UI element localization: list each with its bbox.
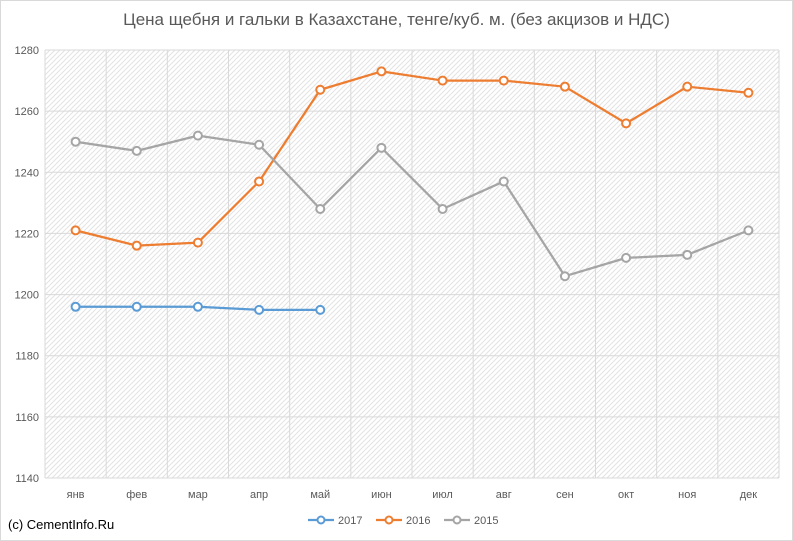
legend-label: 2017	[338, 515, 362, 527]
data-point	[376, 142, 387, 153]
y-tick-label: 1280	[15, 45, 39, 57]
series-line-2016	[75, 70, 749, 247]
data-point	[315, 304, 326, 315]
y-tick-label: 1240	[15, 167, 39, 179]
x-tick-label: ноя	[678, 489, 696, 501]
x-tick-label: фев	[126, 489, 147, 501]
legend-item-2016: 2016	[376, 515, 430, 527]
gridlines	[44, 49, 780, 479]
x-tick-label: авг	[496, 489, 512, 501]
data-point	[498, 75, 509, 86]
data-point	[315, 203, 326, 214]
y-tick-label: 1260	[15, 106, 39, 118]
legend-item-2017: 2017	[308, 515, 362, 527]
copyright-text: (c) CementInfo.Ru	[8, 517, 115, 532]
series-2016	[70, 66, 754, 251]
legend-item-2015: 2015	[444, 515, 498, 527]
x-tick-label: мар	[188, 489, 208, 501]
data-point	[437, 203, 448, 214]
y-tick-label: 1220	[15, 228, 39, 240]
x-tick-label: июл	[432, 489, 453, 501]
series-line-2015	[75, 134, 749, 278]
chart-title: Цена щебня и гальки в Казахстане, тенге/…	[123, 10, 670, 29]
data-point	[70, 225, 81, 236]
data-point	[70, 301, 81, 312]
data-point	[682, 249, 693, 260]
data-point	[682, 81, 693, 92]
y-tick-label: 1140	[15, 473, 39, 485]
data-point	[559, 271, 570, 282]
data-point	[192, 237, 203, 248]
axes: 1140 1160 1180 1200 1220 1240 1260 1280 янв фев ма…	[15, 45, 758, 501]
legend-swatch-marker	[452, 515, 462, 525]
legend: 2017 2016 2015	[308, 515, 498, 527]
x-tick-label: янв	[67, 489, 85, 501]
data-point	[315, 84, 326, 95]
series-2015	[70, 130, 754, 282]
data-point	[621, 118, 632, 129]
x-tick-label: окт	[618, 489, 634, 501]
data-point	[743, 87, 754, 98]
series-2017	[70, 301, 326, 315]
legend-label: 2015	[474, 515, 498, 527]
data-point	[743, 225, 754, 236]
data-point	[621, 252, 632, 263]
data-point	[498, 176, 509, 187]
data-point	[254, 304, 265, 315]
data-point	[131, 240, 142, 251]
data-point	[559, 81, 570, 92]
data-point	[254, 139, 265, 150]
legend-swatch-marker	[384, 515, 394, 525]
x-tick-label: июн	[371, 489, 391, 501]
x-tick-label: дек	[740, 489, 758, 501]
data-point	[131, 145, 142, 156]
data-point	[192, 301, 203, 312]
data-point	[131, 301, 142, 312]
x-tick-label: май	[310, 489, 330, 501]
data-point	[437, 75, 448, 86]
legend-label: 2016	[406, 515, 430, 527]
series-lines	[70, 66, 754, 315]
data-point	[254, 176, 265, 187]
x-tick-label: сен	[556, 489, 574, 501]
data-point	[376, 66, 387, 77]
x-tick-label: апр	[250, 489, 268, 501]
data-point	[192, 130, 203, 141]
y-tick-label: 1160	[15, 412, 39, 424]
data-point	[70, 136, 81, 147]
y-tick-label: 1200	[15, 290, 39, 302]
y-tick-label: 1180	[15, 351, 39, 363]
legend-swatch-marker	[316, 515, 326, 525]
